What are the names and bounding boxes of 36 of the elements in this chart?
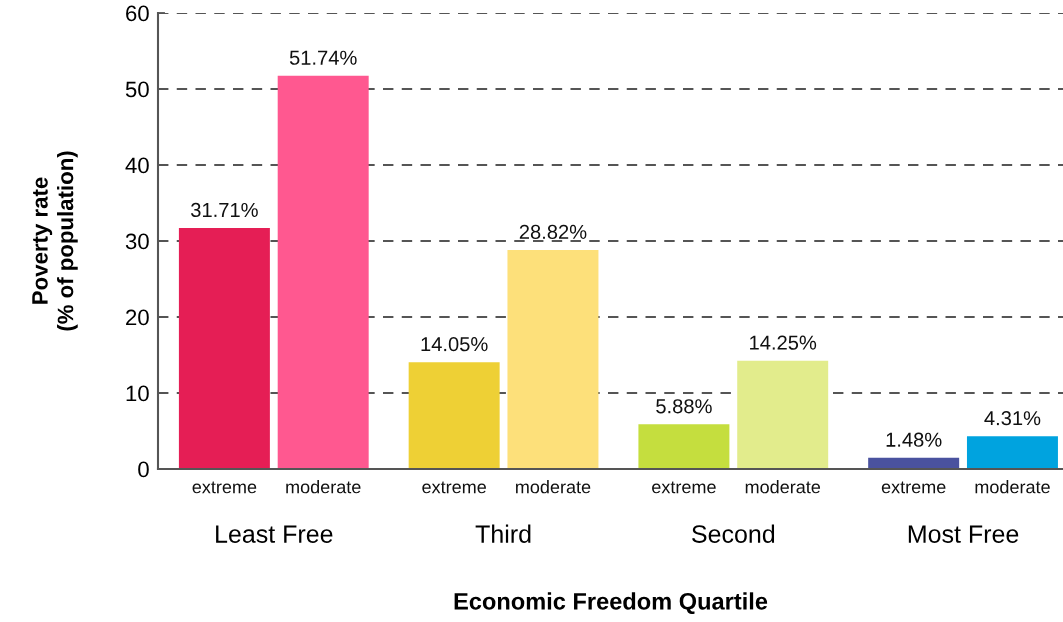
y-axis-title: Poverty rate (% of population) [32, 151, 78, 331]
data-label: 14.05% [421, 337, 488, 352]
y-tick-label: 0 [138, 461, 149, 478]
bar [408, 362, 500, 469]
series-label: extreme [192, 481, 257, 494]
data-label: 31.71% [191, 202, 258, 218]
x-tick-label: Least Free [216, 525, 333, 543]
text: moderate [975, 480, 1050, 494]
text: extreme [652, 481, 716, 494]
x-tick-label: Second [692, 524, 775, 543]
y-tick-label: 40 [125, 157, 149, 174]
data-label: 28.82% [519, 224, 587, 240]
y-tick-label: 30 [125, 233, 149, 250]
data-label: 5.88% [656, 399, 712, 414]
bar [507, 249, 599, 469]
data-label: 14.25% [750, 335, 817, 350]
text: extreme [881, 481, 946, 494]
bar [737, 360, 829, 469]
bar [277, 75, 369, 469]
x-tick-label: Most Free [908, 525, 1019, 543]
data-label: 1.48% [886, 432, 942, 447]
text: moderate [516, 480, 591, 494]
y-tick-label: 50 [125, 81, 149, 98]
y-tick-label: 10 [126, 385, 149, 402]
x-axis-title: Economic Freedom Quartile [454, 592, 768, 615]
bar [638, 424, 730, 469]
y-tick-label: 20 [126, 309, 149, 326]
y-tick-label: 60 [126, 5, 149, 22]
bar [178, 228, 270, 469]
x-tick-label: Third [475, 524, 531, 543]
text: moderate [745, 480, 821, 494]
data-label: 4.31% [984, 411, 1041, 426]
text: extreme [422, 481, 486, 494]
bar [966, 436, 1058, 469]
data-label: 51.74% [289, 50, 357, 65]
series-label: moderate [286, 480, 361, 494]
